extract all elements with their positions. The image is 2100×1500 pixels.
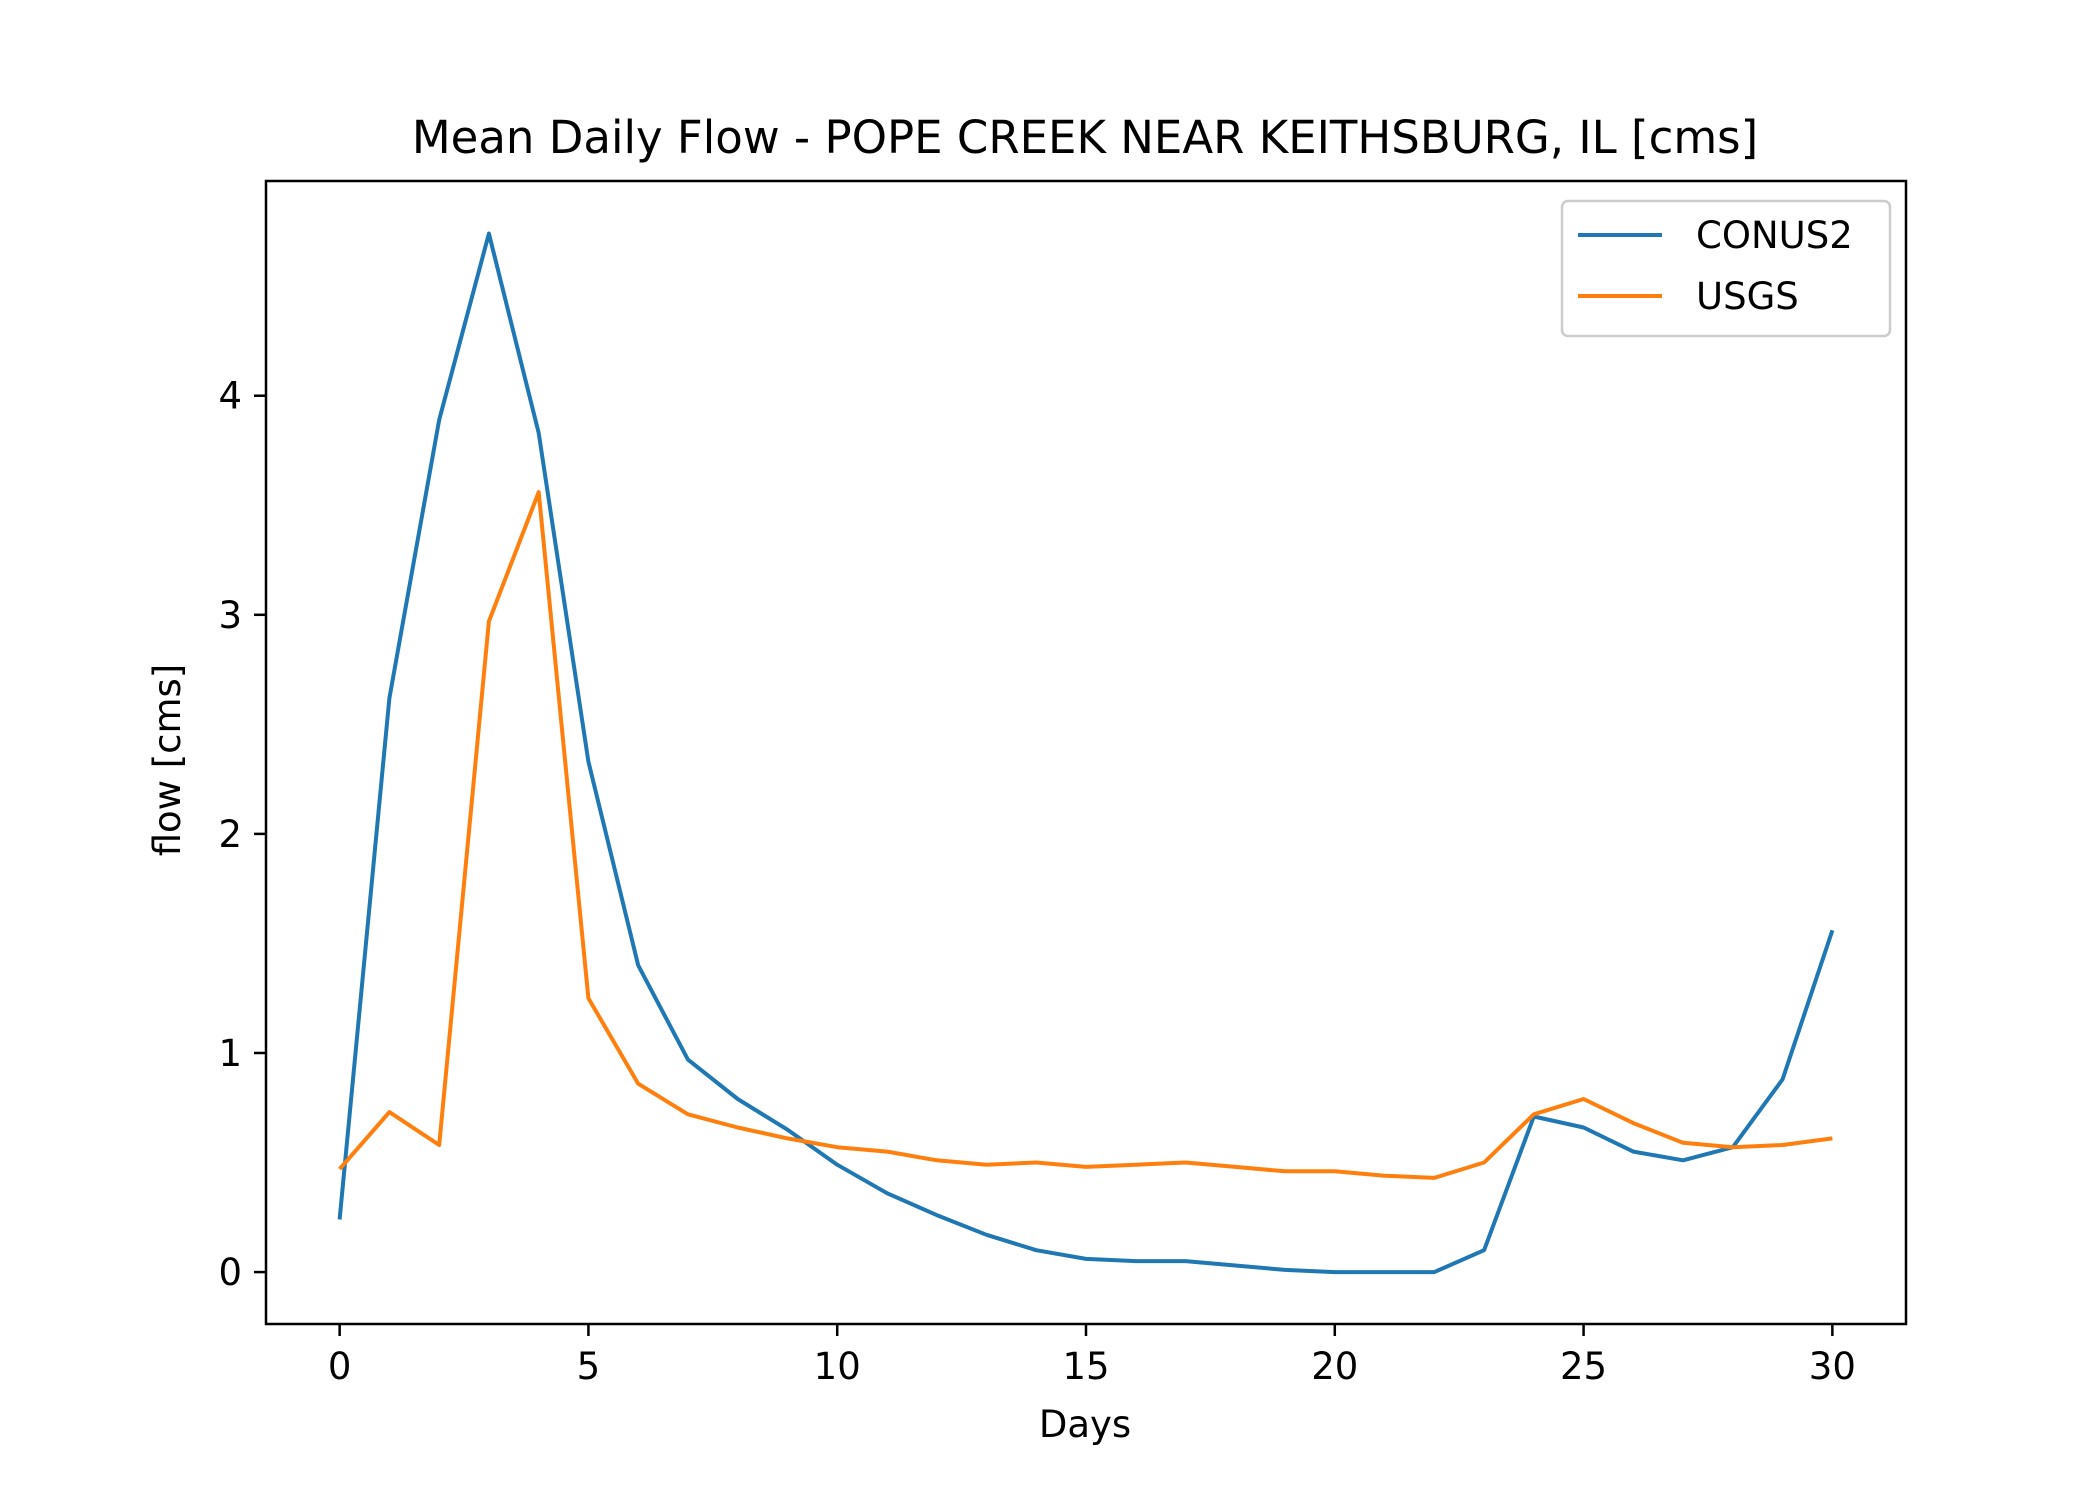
y-tick-label: 2 (218, 813, 242, 856)
y-tick-label: 3 (218, 594, 242, 637)
y-tick-label: 0 (218, 1251, 242, 1294)
y-tick-label: 4 (218, 375, 242, 418)
x-tick-label: 25 (1560, 1345, 1607, 1388)
legend: CONUS2 USGS (1560, 199, 1892, 338)
y-tick-label: 1 (218, 1032, 242, 1075)
x-tick-label: 10 (814, 1345, 861, 1388)
legend-label-usgs: USGS (1696, 275, 1799, 318)
x-tick-label: 20 (1311, 1345, 1358, 1388)
chart-title: Mean Daily Flow - POPE CREEK NEAR KEITHS… (412, 111, 1758, 164)
series-layer (337, 231, 1835, 1275)
y-axis: 0 1 2 3 4 (218, 375, 266, 1294)
x-tick-label: 0 (328, 1345, 352, 1388)
plot-frame (264, 179, 1908, 1326)
y-axis-label: flow [cms] (146, 664, 189, 857)
x-axis: 0 5 10 15 20 25 30 (328, 1324, 1856, 1388)
x-axis-label: Days (1039, 1403, 1131, 1446)
x-tick-label: 30 (1809, 1345, 1856, 1388)
x-tick-label: 15 (1062, 1345, 1109, 1388)
x-tick-label: 5 (577, 1345, 601, 1388)
series-line-conus2 (337, 231, 1835, 1275)
series-line-usgs (338, 490, 1833, 1180)
legend-label-conus2: CONUS2 (1696, 214, 1853, 257)
